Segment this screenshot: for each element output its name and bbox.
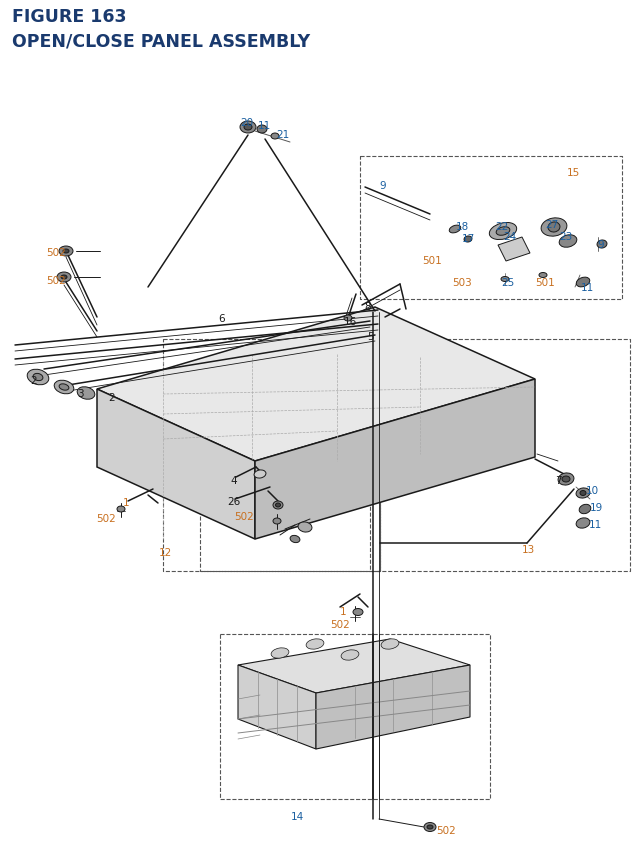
Text: 16: 16 (344, 317, 356, 326)
Text: 20: 20 (241, 118, 253, 127)
Ellipse shape (54, 381, 74, 394)
Text: 1: 1 (340, 606, 346, 616)
Ellipse shape (27, 369, 49, 386)
Text: 10: 10 (586, 486, 598, 495)
Text: 11: 11 (580, 282, 594, 293)
Text: 22: 22 (495, 222, 509, 232)
Text: 6: 6 (219, 313, 225, 324)
Ellipse shape (496, 227, 510, 236)
Ellipse shape (464, 237, 472, 243)
Text: 18: 18 (456, 222, 468, 232)
Text: 9: 9 (598, 239, 604, 250)
Ellipse shape (306, 639, 324, 649)
Ellipse shape (63, 250, 69, 254)
Text: 25: 25 (501, 278, 515, 288)
Text: 502: 502 (96, 513, 116, 523)
Text: 7: 7 (555, 475, 561, 486)
Ellipse shape (558, 474, 574, 486)
Ellipse shape (381, 639, 399, 649)
Ellipse shape (254, 470, 266, 479)
Ellipse shape (501, 277, 509, 282)
Text: 2: 2 (109, 393, 115, 403)
Text: 21: 21 (276, 130, 290, 139)
Ellipse shape (424, 822, 436, 832)
Text: FIGURE 163: FIGURE 163 (12, 8, 127, 26)
Text: 19: 19 (589, 503, 603, 512)
Text: 1: 1 (123, 498, 129, 507)
Polygon shape (498, 238, 530, 262)
Ellipse shape (597, 241, 607, 249)
Ellipse shape (548, 223, 560, 232)
Text: 14: 14 (291, 811, 303, 821)
Text: 11: 11 (588, 519, 602, 530)
Ellipse shape (271, 648, 289, 659)
Ellipse shape (298, 523, 312, 532)
Text: 502: 502 (234, 511, 254, 522)
Ellipse shape (559, 235, 577, 248)
Ellipse shape (290, 536, 300, 543)
Ellipse shape (344, 316, 352, 322)
Ellipse shape (490, 223, 516, 240)
Text: 9: 9 (380, 181, 387, 191)
Text: 26: 26 (227, 497, 241, 506)
Text: 5: 5 (368, 331, 374, 342)
Ellipse shape (541, 219, 567, 237)
Ellipse shape (271, 133, 279, 139)
Polygon shape (97, 307, 535, 461)
Text: 8: 8 (365, 301, 371, 312)
Ellipse shape (240, 122, 256, 133)
Polygon shape (97, 389, 255, 539)
Text: 502: 502 (436, 825, 456, 835)
Text: 2: 2 (31, 375, 37, 386)
Ellipse shape (539, 273, 547, 278)
Text: 502: 502 (46, 276, 66, 286)
Text: 11: 11 (257, 121, 271, 131)
Ellipse shape (59, 384, 69, 391)
Text: 13: 13 (522, 544, 534, 554)
Polygon shape (255, 380, 535, 539)
Text: 501: 501 (535, 278, 555, 288)
Ellipse shape (273, 518, 281, 524)
Ellipse shape (576, 278, 589, 288)
Text: 17: 17 (461, 233, 475, 244)
Ellipse shape (61, 276, 67, 280)
Text: 24: 24 (504, 232, 516, 242)
Ellipse shape (580, 491, 586, 496)
Ellipse shape (579, 505, 591, 514)
Polygon shape (238, 639, 470, 693)
Text: 3: 3 (77, 388, 83, 399)
Ellipse shape (33, 374, 43, 381)
Ellipse shape (77, 387, 95, 400)
Text: 503: 503 (452, 278, 472, 288)
Ellipse shape (562, 476, 570, 482)
Text: 502: 502 (330, 619, 350, 629)
Text: 15: 15 (566, 168, 580, 177)
Text: 4: 4 (230, 475, 237, 486)
Ellipse shape (449, 226, 461, 233)
Ellipse shape (353, 609, 363, 616)
Ellipse shape (57, 273, 71, 282)
Ellipse shape (244, 125, 252, 131)
Text: 501: 501 (422, 256, 442, 266)
Text: OPEN/CLOSE PANEL ASSEMBLY: OPEN/CLOSE PANEL ASSEMBLY (12, 32, 310, 50)
Ellipse shape (59, 247, 73, 257)
Text: 502: 502 (46, 248, 66, 257)
Text: 27: 27 (545, 220, 559, 230)
Ellipse shape (117, 506, 125, 512)
Text: 12: 12 (158, 548, 172, 557)
Ellipse shape (576, 518, 590, 529)
Ellipse shape (257, 126, 267, 133)
Text: 23: 23 (559, 232, 573, 242)
Ellipse shape (275, 504, 280, 507)
Ellipse shape (427, 825, 433, 829)
Ellipse shape (576, 488, 590, 499)
Ellipse shape (341, 650, 359, 660)
Polygon shape (316, 666, 470, 749)
Ellipse shape (273, 501, 283, 510)
Polygon shape (238, 666, 316, 749)
